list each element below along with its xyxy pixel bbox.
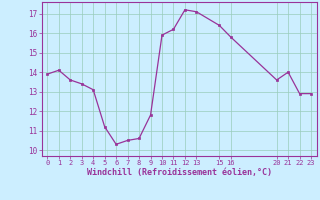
X-axis label: Windchill (Refroidissement éolien,°C): Windchill (Refroidissement éolien,°C) [87,168,272,177]
